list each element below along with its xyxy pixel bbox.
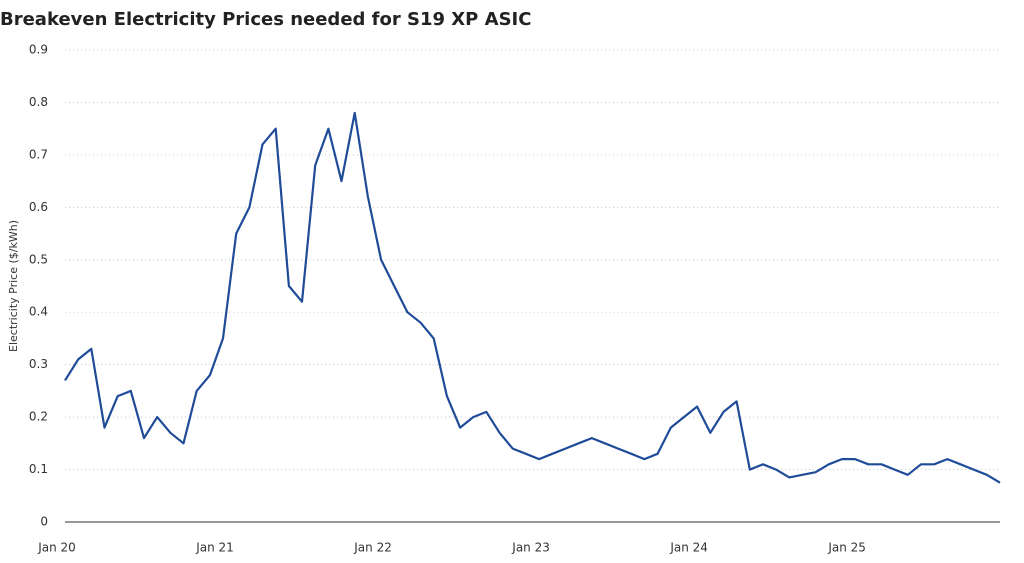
y-tick-label: 0.3 xyxy=(29,357,48,371)
y-tick-label: 0.2 xyxy=(29,410,48,424)
y-tick-label: 0.8 xyxy=(29,95,48,109)
x-tick-label: Jan 21 xyxy=(195,541,234,555)
x-tick-label: Jan 23 xyxy=(511,541,550,555)
y-axis-label: Electricity Price ($/kWh) xyxy=(7,220,20,352)
y-tick-label: 0.9 xyxy=(29,43,48,57)
x-tick-label: Jan 22 xyxy=(353,541,392,555)
chart-title: Breakeven Electricity Prices needed for … xyxy=(0,9,531,30)
y-tick-label: 0.5 xyxy=(29,252,48,266)
y-tick-label: 0.6 xyxy=(29,200,48,214)
x-tick-label: Jan 20 xyxy=(37,541,76,555)
y-tick-label: 0.7 xyxy=(29,147,48,161)
x-tick-label: Jan 24 xyxy=(669,541,708,555)
y-tick-label: 0.1 xyxy=(29,462,48,476)
y-tick-label: 0 xyxy=(40,515,48,529)
y-tick-label: 0.4 xyxy=(29,305,48,319)
x-tick-label: Jan 25 xyxy=(827,541,866,555)
line-series xyxy=(64,111,1001,484)
